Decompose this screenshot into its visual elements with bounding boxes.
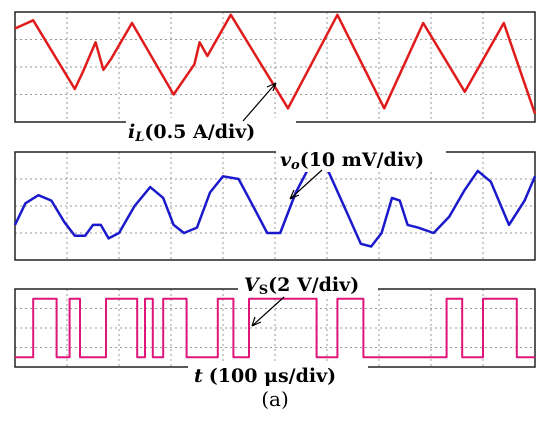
time-axis-scale: (100 μs/div) (209, 365, 336, 387)
output-voltage-ripple-panel (13, 151, 537, 261)
time-axis-label-bg (188, 362, 368, 388)
inductor-current-label: iL(0.5 A/div) (126, 82, 296, 145)
time-axis-label: t (100 μs/div) (188, 362, 368, 388)
output-voltage-scale: (10 mV/div) (300, 149, 424, 171)
panels-group (13, 11, 537, 368)
switching-signal-label: VS(2 V/div) (238, 272, 378, 327)
time-axis-symbol: t (194, 365, 203, 387)
output-voltage-label: vo(10 mV/div) (276, 146, 446, 200)
output-voltage-ripple-trace (13, 161, 537, 248)
switching-signal-trace (15, 297, 535, 359)
output-voltage-pointer-arrow (289, 169, 323, 200)
inductor-current-subscript: L (134, 130, 144, 145)
svg-text:iL(0.5 A/div): iL(0.5 A/div) (128, 121, 255, 145)
inductor-current-pointer-arrow (242, 82, 277, 122)
svg-text:VS(2 V/div): VS(2 V/div) (244, 274, 359, 298)
inductor-current-symbol: i (128, 121, 135, 143)
output-voltage-subscript: o (291, 158, 300, 173)
output-voltage-label-bg (276, 146, 446, 172)
output-voltage-ripple-plot-border (14, 151, 536, 261)
inductor-current-trace (14, 13, 537, 115)
switching-signal-pointer-arrow (251, 296, 285, 327)
switching-signal-scale: (2 V/div) (268, 274, 359, 296)
inductor-current-label-bg (126, 118, 296, 144)
svg-text:t(100 μs/div): t (100 μs/div) (194, 365, 336, 387)
inductor-current-panel (14, 11, 537, 123)
switching-signal-panel (14, 288, 536, 368)
switching-signal-subscript: S (259, 283, 268, 298)
switching-signal-label-bg (238, 272, 378, 296)
switching-signal-symbol: V (244, 274, 261, 296)
inductor-current-scale: (0.5 A/div) (144, 121, 255, 143)
svg-text:vo(10 mV/div): vo(10 mV/div) (280, 149, 424, 173)
output-voltage-symbol: v (280, 149, 292, 171)
figure-caption: (a) (261, 387, 289, 411)
